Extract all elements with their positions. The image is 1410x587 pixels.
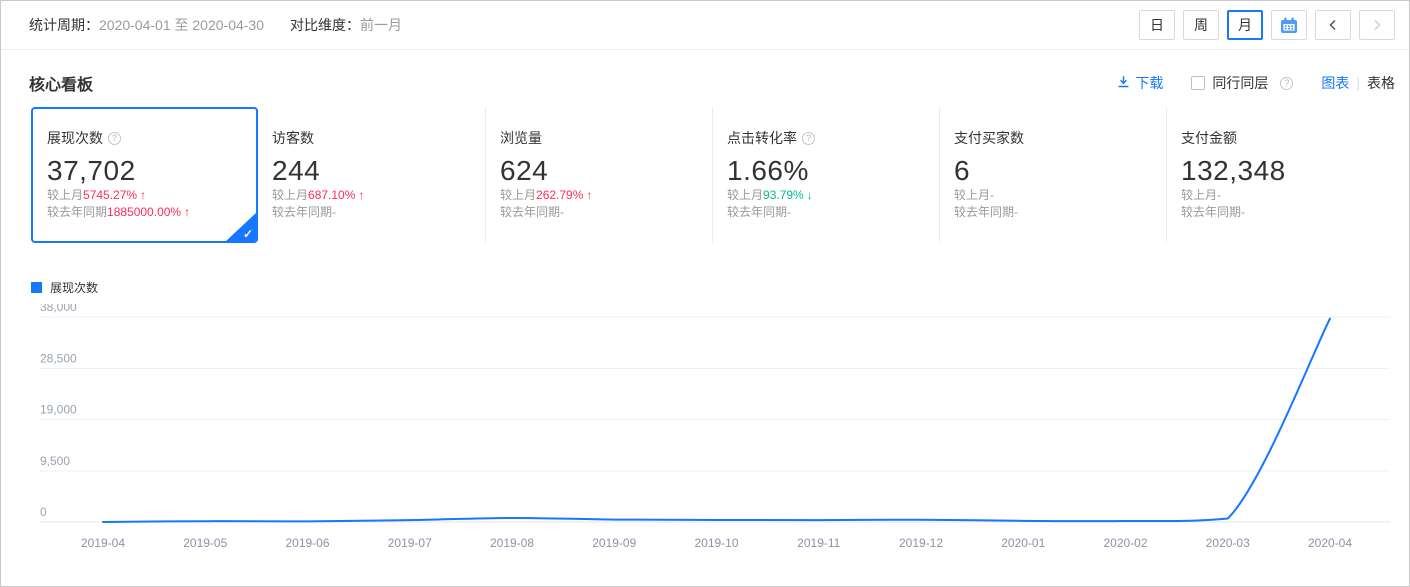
chevron-right-icon	[1370, 18, 1384, 32]
x-tick-label: 2019-12	[899, 536, 943, 550]
download-icon	[1117, 75, 1130, 91]
y-tick-label: 0	[40, 505, 47, 519]
y-tick-label: 28,500	[40, 351, 77, 365]
trend-chart: 0 9,500 19,000 28,500 38,000 2019-04 2019-05 20…	[1, 304, 1409, 570]
selected-corner	[225, 212, 256, 241]
granularity-controls: 日 周 月	[1139, 10, 1395, 40]
metric-value: 37,702	[47, 155, 136, 186]
trend-line	[102, 317, 1331, 523]
compare-value: 前一月	[360, 17, 403, 33]
legend-label: 展现次数	[50, 281, 99, 295]
metric-card-pageviews[interactable]: 浏览量 624 较上月262.79% ↑ 较去年同期-	[485, 107, 712, 243]
help-icon[interactable]: ?	[802, 131, 815, 145]
calendar-button[interactable]	[1271, 10, 1307, 40]
metric-value: 6	[954, 155, 971, 186]
mom-change: 较上月-	[1181, 188, 1222, 202]
metric-card-impressions[interactable]: 展现次数 ? 37,702 较上月5745.27% ↑ 较去年同期1885000.…	[31, 107, 258, 243]
x-tick-label: 2019-07	[388, 536, 432, 550]
y-tick-label: 19,000	[40, 403, 77, 417]
view-table-button[interactable]: 表格	[1367, 75, 1395, 91]
yoy-change: 较去年同期-	[954, 205, 1019, 219]
topbar: 统计周期： 2020-04-01 至 2020-04-30 对比维度： 前一月 …	[1, 1, 1409, 50]
metric-value: 1.66%	[727, 155, 809, 186]
down-arrow-icon: ↓	[806, 188, 813, 202]
prev-period-button[interactable]	[1315, 10, 1351, 40]
x-tick-label: 2020-02	[1103, 536, 1147, 550]
up-arrow-icon: ↑	[184, 205, 191, 219]
metric-label: 浏览量	[500, 130, 542, 146]
compare-label: 对比维度：	[290, 17, 361, 33]
trend-chart-svg: 0 9,500 19,000 28,500 38,000 2019-04 2019-05 20…	[40, 304, 1390, 550]
x-tick-label: 2019-08	[490, 536, 534, 550]
y-tick-label: 9,500	[40, 454, 70, 468]
metric-card-ctr[interactable]: 点击转化率 ? 1.66% 较上月93.79% ↓ 较去年同期-	[712, 107, 939, 243]
metric-value: 244	[272, 155, 321, 186]
mom-change: 较上月5745.27% ↑	[47, 188, 147, 202]
download-label: 下载	[1135, 75, 1164, 91]
x-tick-label: 2020-01	[1001, 536, 1045, 550]
metric-label: 支付金额	[1181, 130, 1237, 146]
x-tick-label: 2019-05	[183, 536, 227, 550]
mom-change: 较上月687.10% ↑	[272, 188, 365, 202]
x-tick-label: 2020-04	[1308, 536, 1352, 550]
panel-header: 核心看板 下载 同行同层 ? 图表 | 表格	[29, 71, 1395, 95]
period-value: 2020-04-01 至 2020-04-30	[99, 17, 265, 33]
mom-change: 较上月262.79% ↑	[500, 188, 593, 202]
metric-label: 点击转化率	[727, 130, 797, 146]
help-icon[interactable]: ?	[108, 131, 121, 145]
month-button[interactable]: 月	[1227, 10, 1263, 40]
mom-change: 较上月-	[954, 188, 995, 202]
stat-period: 统计周期： 2020-04-01 至 2020-04-30 对比维度： 前一月	[29, 15, 402, 35]
yoy-change: 较去年同期-	[272, 205, 337, 219]
metric-card-payment-amount[interactable]: 支付金额 132,348 较上月- 较去年同期-	[1166, 107, 1393, 243]
toggle-divider: |	[1356, 75, 1360, 91]
yoy-change: 较去年同期-	[500, 205, 565, 219]
mom-change: 较上月93.79% ↓	[727, 188, 813, 202]
chart-legend[interactable]: 展现次数	[31, 279, 1395, 296]
metric-value: 132,348	[1181, 155, 1286, 186]
day-button[interactable]: 日	[1139, 10, 1175, 40]
next-period-button[interactable]	[1359, 10, 1395, 40]
metric-label: 访客数	[272, 130, 314, 146]
up-arrow-icon: ↑	[586, 188, 593, 202]
view-chart-button[interactable]: 图表	[1321, 75, 1350, 91]
x-tick-label: 2019-10	[694, 536, 738, 550]
x-tick-label: 2019-09	[592, 536, 636, 550]
calendar-icon	[1280, 17, 1298, 34]
view-toggle: 图表 | 表格	[1321, 73, 1395, 93]
peer-checkbox[interactable]	[1191, 76, 1206, 90]
y-tick-label: 38,000	[40, 304, 77, 314]
check-icon: ✓	[242, 227, 253, 241]
x-tick-label: 2020-03	[1206, 536, 1250, 550]
metric-cards: 展现次数 ? 37,702 较上月5745.27% ↑ 较去年同期1885000.…	[31, 107, 1395, 243]
help-icon[interactable]: ?	[1280, 76, 1294, 90]
metric-label: 支付买家数	[954, 130, 1024, 146]
metric-value: 624	[500, 155, 549, 186]
up-arrow-icon: ↑	[358, 188, 365, 202]
period-label: 统计周期：	[29, 17, 99, 33]
page-title: 核心看板	[29, 77, 94, 94]
peer-label: 同行同层	[1212, 75, 1269, 91]
download-button[interactable]: 下载	[1117, 73, 1163, 93]
metric-card-visitors[interactable]: 访客数 244 较上月687.10% ↑ 较去年同期-	[258, 107, 485, 243]
metric-label: 展现次数	[47, 130, 103, 146]
core-dashboard-panel: 核心看板 下载 同行同层 ? 图表 | 表格	[1, 71, 1409, 570]
x-tick-label: 2019-04	[81, 536, 125, 550]
up-arrow-icon: ↑	[140, 188, 147, 202]
week-button[interactable]: 周	[1183, 10, 1219, 40]
x-tick-label: 2019-11	[797, 536, 840, 550]
peer-compare: 同行同层 ?	[1191, 73, 1294, 93]
metric-card-paying-buyers[interactable]: 支付买家数 6 较上月- 较去年同期-	[939, 107, 1166, 243]
legend-swatch	[31, 282, 42, 293]
yoy-change: 较去年同期1885000.00% ↑	[47, 205, 191, 219]
yoy-change: 较去年同期-	[1181, 205, 1246, 219]
panel-header-actions: 下载 同行同层 ? 图表 | 表格	[1117, 73, 1395, 93]
chevron-left-icon	[1326, 18, 1340, 32]
yoy-change: 较去年同期-	[727, 205, 792, 219]
x-tick-label: 2019-06	[285, 536, 329, 550]
